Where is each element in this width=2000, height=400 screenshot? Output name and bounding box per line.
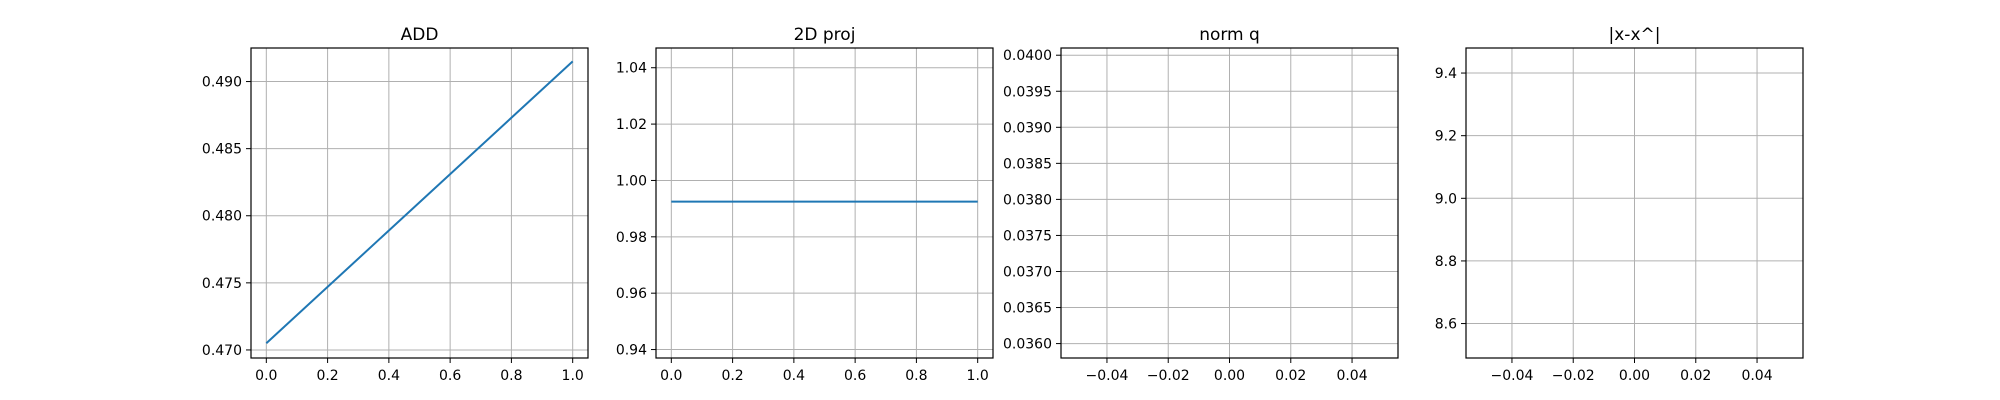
chart-panel-1: 0.0 0.2 0.4 0.6 0.8 1.0 0.470 0.475 0.480 0.485 0.… bbox=[202, 25, 589, 384]
chart-panel-3: −0.04 −0.02 0.00 0.02 0.04 0.0360 0.0365 0.0370… bbox=[1003, 25, 1399, 384]
x-tick-label: 0.0 bbox=[255, 368, 277, 384]
y-tick-label: 0.0395 bbox=[1003, 84, 1052, 100]
x-tick-label: 1.0 bbox=[562, 368, 584, 384]
chart-title: norm q bbox=[1199, 25, 1260, 45]
y-tick-label: 0.0370 bbox=[1003, 264, 1052, 280]
y-tick-label: 0.490 bbox=[202, 75, 242, 91]
chart-panel-4: −0.04 −0.02 0.00 0.02 0.04 8.6 8.8 9.0 9.2 9.4 |x-… bbox=[1435, 25, 1804, 384]
y-tick-label: 0.475 bbox=[202, 276, 242, 292]
y-tick-label: 0.94 bbox=[616, 343, 647, 359]
chart-title: |x-x^| bbox=[1609, 25, 1661, 45]
x-tick-label: 0.00 bbox=[1619, 368, 1650, 384]
x-tick-label: 0.0 bbox=[660, 368, 682, 384]
y-tick-label: 0.96 bbox=[616, 286, 647, 302]
x-tick-label: −0.04 bbox=[1491, 368, 1534, 384]
x-tick-label: 0.4 bbox=[783, 368, 805, 384]
plot-area bbox=[656, 48, 993, 358]
y-tick-label: 0.0375 bbox=[1003, 228, 1052, 244]
y-tick-label: 0.98 bbox=[616, 230, 647, 246]
x-tick-label: 0.00 bbox=[1214, 368, 1245, 384]
y-tick-label: 9.4 bbox=[1435, 66, 1457, 82]
x-tick-label: 0.04 bbox=[1336, 368, 1367, 384]
x-tick-label: −0.04 bbox=[1086, 368, 1129, 384]
y-tick-label: 0.0365 bbox=[1003, 301, 1052, 317]
y-tick-label: 0.480 bbox=[202, 209, 242, 225]
series-line-1 bbox=[265, 60, 574, 344]
x-tick-label: −0.02 bbox=[1552, 368, 1595, 384]
y-tick-label: 0.470 bbox=[202, 343, 242, 359]
y-tick-label: 0.0400 bbox=[1003, 48, 1052, 64]
x-tick-label: 0.02 bbox=[1275, 368, 1306, 384]
chart-title: ADD bbox=[401, 25, 439, 45]
y-tick-label: 1.02 bbox=[616, 117, 647, 133]
chart-panel-2: 0.0 0.2 0.4 0.6 0.8 1.0 0.94 0.96 0.98 1.00 1.02 1.… bbox=[616, 25, 994, 384]
x-tick-label: 0.2 bbox=[316, 368, 338, 384]
axes-frame bbox=[655, 47, 994, 359]
y-tick-label: 0.0360 bbox=[1003, 337, 1052, 353]
y-tick-label: 1.00 bbox=[616, 173, 647, 189]
y-tick-label: 0.0380 bbox=[1003, 192, 1052, 208]
x-tick-label: −0.02 bbox=[1147, 368, 1190, 384]
y-tick-label: 0.0390 bbox=[1003, 120, 1052, 136]
x-tick-label: 0.8 bbox=[905, 368, 927, 384]
y-tick-label: 8.8 bbox=[1435, 254, 1457, 270]
y-tick-label: 8.6 bbox=[1435, 317, 1457, 333]
x-tick-label: 0.04 bbox=[1741, 368, 1772, 384]
x-tick-label: 0.2 bbox=[721, 368, 743, 384]
x-tick-label: 0.8 bbox=[500, 368, 522, 384]
x-tick-label: 1.0 bbox=[967, 368, 989, 384]
y-tick-label: 9.2 bbox=[1435, 129, 1457, 145]
y-tick-label: 9.0 bbox=[1435, 191, 1457, 207]
y-tick-label: 0.485 bbox=[202, 142, 242, 158]
x-tick-label: 0.6 bbox=[439, 368, 461, 384]
chart-title: 2D proj bbox=[794, 25, 856, 45]
y-tick-label: 1.04 bbox=[616, 61, 647, 77]
x-tick-label: 0.4 bbox=[378, 368, 400, 384]
x-tick-label: 0.6 bbox=[844, 368, 866, 384]
x-tick-label: 0.02 bbox=[1680, 368, 1711, 384]
axes-frame bbox=[250, 47, 589, 359]
y-tick-label: 0.0385 bbox=[1003, 156, 1052, 172]
